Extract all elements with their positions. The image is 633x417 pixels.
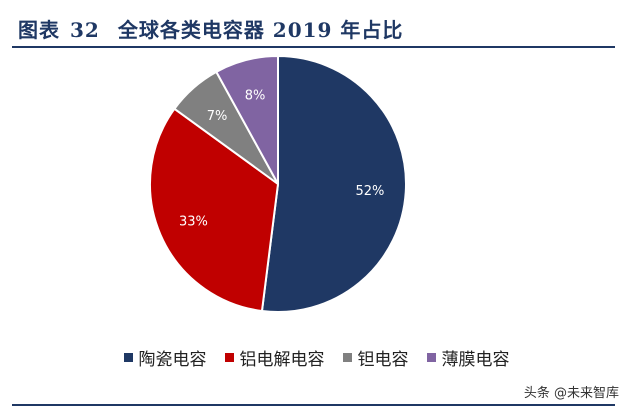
figure-label: 图表 (18, 18, 60, 42)
legend-swatch-tantalum (342, 353, 352, 362)
pie-slice-aluminum (149, 107, 280, 313)
watermark: 头条 @未来智库 (523, 386, 619, 401)
legend-swatch-aluminum (224, 353, 234, 362)
legend-item-film: 薄膜电容 (426, 345, 510, 370)
legend-item-aluminum: 铝电解电容 (224, 345, 325, 370)
legend-label-ceramic: 陶瓷电容 (138, 350, 207, 370)
legend-label-aluminum: 铝电解电容 (239, 350, 325, 370)
legend-label-tantalum: 钽电容 (357, 350, 409, 370)
title-text: 全球各类电容器 2019 年占比 (117, 18, 404, 42)
legend-swatch-ceramic (123, 353, 133, 362)
pie-label-aluminum: 33% (179, 215, 208, 230)
pie-label-ceramic: 52% (356, 184, 385, 199)
legend: 陶瓷电容 铝电解电容 钽电容 薄膜电容 (0, 345, 633, 370)
pie-label-tantalum: 7% (207, 109, 228, 124)
legend-item-tantalum: 钽电容 (342, 345, 409, 370)
bottom-divider (12, 404, 615, 406)
chart-title: 图表 32 全球各类电容器 2019 年占比 (18, 14, 403, 43)
legend-item-ceramic: 陶瓷电容 (123, 345, 207, 370)
pie-label-film: 8% (245, 89, 266, 104)
figure-number: 32 (70, 18, 100, 42)
legend-swatch-film (426, 353, 436, 362)
top-divider (12, 46, 615, 48)
pie-slice-ceramic (260, 54, 407, 313)
pie-slice-film (214, 54, 279, 185)
legend-label-film: 薄膜电容 (441, 350, 510, 370)
